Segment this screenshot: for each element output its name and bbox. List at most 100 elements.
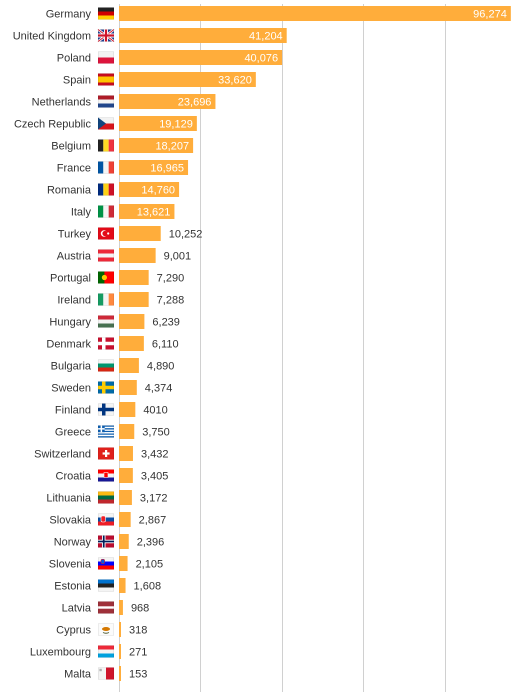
category-label-latvia: Latvia: [62, 603, 92, 615]
latvia-flag-icon: [98, 601, 114, 614]
category-label-czech-republic: Czech Republic: [14, 119, 92, 131]
bar-italy: [119, 204, 175, 219]
bar-cyprus: [119, 622, 121, 637]
value-label-united-kingdom: 41,204: [249, 31, 283, 43]
bars: [119, 6, 511, 681]
category-label-cyprus: Cyprus: [56, 625, 91, 637]
value-label-belgium: 18,207: [155, 141, 189, 153]
value-label-czech-republic: 19,129: [159, 119, 193, 131]
bar-lithuania: [119, 490, 132, 505]
slovenia-flag-icon: [98, 557, 114, 570]
slovakia-flag-icon: [98, 513, 114, 526]
bar-slovakia: [119, 512, 131, 527]
netherlands-flag-icon: [98, 95, 114, 108]
value-label-netherlands: 23,696: [178, 97, 212, 109]
value-label-romania: 14,760: [141, 185, 175, 197]
category-label-sweden: Sweden: [51, 383, 91, 395]
category-label-united-kingdom: United Kingdom: [13, 31, 91, 43]
category-label-netherlands: Netherlands: [32, 97, 92, 109]
finland-flag-icon: [98, 403, 114, 416]
hungary-flag-icon: [98, 315, 114, 328]
value-label-estonia: 1,608: [134, 581, 162, 593]
value-label-hungary: 6,239: [152, 317, 180, 329]
bulgaria-flag-icon: [98, 359, 114, 372]
value-label-denmark: 6,110: [152, 339, 179, 351]
belgium-flag-icon: [98, 139, 115, 152]
category-label-slovenia: Slovenia: [49, 559, 92, 571]
value-label-turkey: 10,252: [169, 229, 203, 241]
category-label-malta: Malta: [64, 669, 92, 681]
flags: [97, 7, 115, 680]
value-label-austria: 9,001: [164, 251, 192, 263]
category-label-greece: Greece: [55, 427, 91, 439]
france-flag-icon: [98, 161, 115, 174]
value-label-slovakia: 2,867: [139, 515, 167, 527]
bar-greece: [119, 424, 135, 439]
bar-united-kingdom: [119, 28, 287, 43]
category-label-switzerland: Switzerland: [34, 449, 91, 461]
grid-lines: [119, 4, 446, 692]
austria-flag-icon: [98, 249, 114, 262]
bar-slovenia: [119, 556, 128, 571]
bar-hungary: [119, 314, 145, 329]
value-label-switzerland: 3,432: [141, 449, 169, 461]
greece-flag-icon: [98, 425, 114, 438]
bar-switzerland: [119, 446, 133, 461]
spain-flag-icon: [98, 73, 114, 86]
ireland-flag-icon: [98, 293, 115, 306]
bar-portugal: [119, 270, 149, 285]
germany-flag-icon: [98, 7, 114, 20]
value-label-greece: 3,750: [142, 427, 170, 439]
switzerland-flag-icon: [98, 447, 114, 460]
bar-poland: [119, 50, 283, 65]
category-label-spain: Spain: [63, 75, 91, 87]
bar-germany: [119, 6, 511, 21]
value-label-italy: 13,621: [137, 207, 171, 219]
lithuania-flag-icon: [98, 491, 114, 504]
italy-flag-icon: [98, 205, 115, 218]
category-label-estonia: Estonia: [54, 581, 92, 593]
bar-norway: [119, 534, 129, 549]
category-label-belgium: Belgium: [51, 141, 91, 153]
category-label-slovakia: Slovakia: [49, 515, 91, 527]
category-label-hungary: Hungary: [49, 317, 91, 329]
czech-republic-flag-icon: [98, 117, 114, 130]
romania-flag-icon: [98, 183, 115, 196]
bar-czech-republic: [119, 116, 197, 131]
category-label-france: France: [57, 163, 91, 175]
value-label-lithuania: 3,172: [140, 493, 168, 505]
bar-austria: [119, 248, 156, 263]
value-label-ireland: 7,288: [157, 295, 185, 307]
category-label-finland: Finland: [55, 405, 91, 417]
value-label-malta: 153: [129, 669, 147, 681]
bar-spain: [119, 72, 256, 87]
value-label-latvia: 968: [131, 603, 149, 615]
bar-bulgaria: [119, 358, 139, 373]
category-label-austria: Austria: [57, 251, 92, 263]
bar-ireland: [119, 292, 149, 307]
bar-turkey: [119, 226, 161, 241]
value-label-france: 16,965: [150, 163, 184, 175]
estonia-flag-icon: [98, 579, 114, 592]
bar-denmark: [119, 336, 144, 351]
value-label-poland: 40,076: [244, 53, 278, 65]
portugal-flag-icon: [98, 271, 114, 284]
value-label-sweden: 4,374: [145, 383, 173, 395]
poland-flag-icon: [98, 51, 114, 64]
value-label-croatia: 3,405: [141, 471, 169, 483]
value-label-slovenia: 2,105: [136, 559, 164, 571]
bar-sweden: [119, 380, 137, 395]
category-label-luxembourg: Luxembourg: [30, 647, 91, 659]
bar-malta: [119, 666, 121, 681]
bar-estonia: [119, 578, 126, 593]
category-label-bulgaria: Bulgaria: [51, 361, 92, 373]
bar-france: [119, 160, 189, 175]
category-label-romania: Romania: [47, 185, 92, 197]
cyprus-flag-icon: [98, 623, 114, 636]
value-label-cyprus: 318: [129, 625, 147, 637]
value-label-portugal: 7,290: [157, 273, 185, 285]
norway-flag-icon: [98, 535, 114, 548]
category-label-italy: Italy: [71, 207, 92, 219]
bar-romania: [119, 182, 180, 197]
